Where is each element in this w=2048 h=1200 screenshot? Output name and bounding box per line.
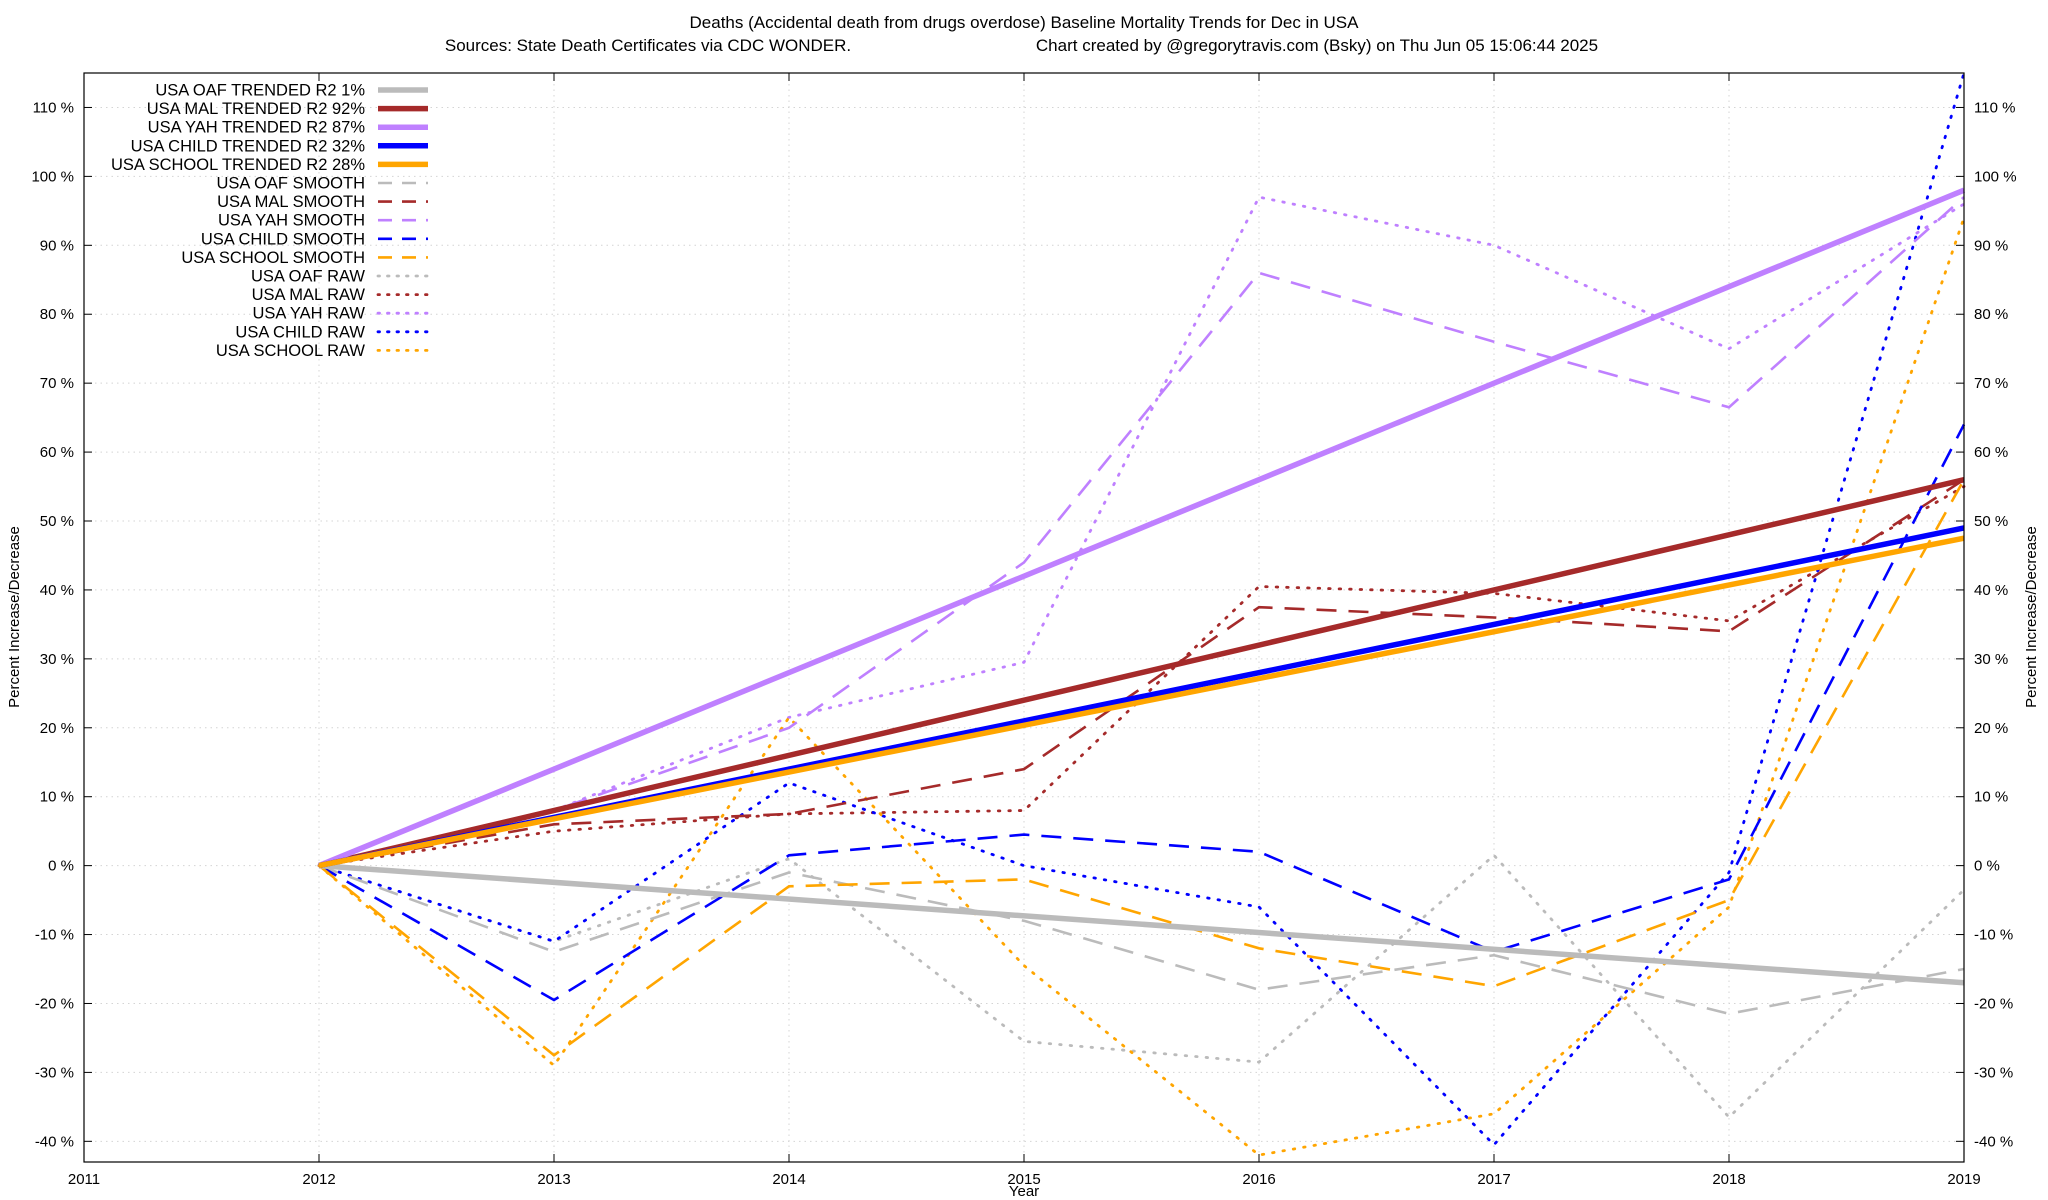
series-line-child-smooth (318, 423, 1966, 1002)
axis-ticks: 2011 2012 2013 2014 2015 2016 2017 2018 2019 -40 … (31, 73, 2017, 1188)
y-tick-label-right: 60 % (1974, 444, 2008, 461)
y-tick-label-right: 50 % (1974, 513, 2008, 530)
x-tick-label: 2015 (1007, 1171, 1040, 1188)
y-tick-label-right: 0 % (1974, 858, 2000, 875)
series-line-yah-raw (317, 195, 1966, 867)
legend-label: USA CHILD SMOOTH (201, 230, 365, 248)
y-tick-label-right: 90 % (1974, 237, 2008, 254)
x-tick-label: 2016 (1242, 1171, 1275, 1188)
y-tick-label-right: 110 % (1974, 99, 2015, 116)
series-line-yah-smooth (318, 196, 1965, 867)
legend-label: USA MAL RAW (252, 286, 366, 304)
legend-label: USA MAL TRENDED R2 92% (147, 100, 366, 118)
y-tick-label-left: -20 % (35, 995, 74, 1012)
legend-label: USA YAH SMOOTH (218, 212, 365, 230)
legend-label: USA CHILD TRENDED R2 32% (131, 137, 366, 155)
chart-subtitle-right: Chart created by @gregorytravis.com (Bsk… (1036, 36, 1598, 55)
chart-subtitle-left: Sources: State Death Certificates via CD… (445, 36, 851, 55)
chart-title: Deaths (Accidental death from drugs over… (690, 13, 1360, 32)
legend-label: USA OAF TRENDED R2 1% (155, 82, 365, 100)
legend: USA OAF TRENDED R2 1%USA MAL TRENDED R2 … (111, 82, 430, 360)
legend-label: USA CHILD RAW (235, 323, 365, 341)
y-tick-label-left: 20 % (40, 720, 74, 737)
x-tick-label: 2018 (1712, 1171, 1745, 1188)
series-line-school-raw (317, 216, 1966, 1157)
x-tick-label: 2012 (302, 1171, 335, 1188)
y-tick-label-left: 0 % (48, 858, 74, 875)
legend-label: USA YAH RAW (253, 305, 366, 323)
x-tick-label: 2017 (1477, 1171, 1510, 1188)
y-axis-label-right: Percent Increase/Decrease (2023, 526, 2040, 708)
series-line-oaf-smooth (318, 864, 1965, 1016)
plot-series (317, 71, 1966, 1157)
y-axis-label-left: Percent Increase/Decrease (6, 526, 23, 708)
y-tick-label-left: 60 % (40, 444, 74, 461)
x-axis-label: Year (1009, 1183, 1039, 1200)
x-tick-label: 2011 (68, 1171, 100, 1188)
legend-label: USA SCHOOL TRENDED R2 28% (111, 156, 365, 174)
x-tick-label: 2019 (1947, 1171, 1980, 1188)
y-tick-label-right: 70 % (1974, 375, 2008, 392)
legend-label: USA SCHOOL SMOOTH (181, 249, 365, 267)
legend-label: USA OAF SMOOTH (216, 175, 365, 193)
y-tick-label-left: -30 % (35, 1064, 74, 1081)
legend-label: USA OAF RAW (251, 268, 365, 286)
y-tick-label-left: 100 % (31, 168, 74, 185)
series-line-yah-trend (317, 187, 1966, 869)
series-line-mal-trend (318, 477, 1965, 869)
y-tick-label-right: -40 % (1974, 1133, 2013, 1150)
x-tick-label: 2013 (537, 1171, 570, 1188)
y-tick-label-right: 30 % (1974, 651, 2008, 668)
y-tick-label-right: 20 % (1974, 720, 2008, 737)
x-tick-label: 2014 (772, 1171, 805, 1188)
series-line-school-smooth (318, 479, 1966, 1057)
y-tick-label-right: 10 % (1974, 789, 2008, 806)
grid (83, 73, 1965, 1162)
legend-label: USA YAH TRENDED R2 87% (148, 119, 366, 137)
y-tick-label-right: -10 % (1974, 927, 2013, 944)
y-tick-label-right: 100 % (1974, 168, 2017, 185)
legend-label: USA SCHOOL RAW (216, 342, 366, 360)
y-tick-label-right: 80 % (1974, 306, 2008, 323)
y-tick-label-left: -40 % (35, 1133, 74, 1150)
y-tick-label-left: -10 % (35, 927, 74, 944)
y-tick-label-left: 10 % (40, 789, 74, 806)
y-tick-label-left: 30 % (40, 651, 74, 668)
series-line-child-raw (317, 71, 1966, 1147)
y-tick-label-left: 40 % (40, 582, 74, 599)
y-tick-label-right: 40 % (1974, 582, 2008, 599)
series-line-oaf-raw (317, 853, 1966, 1120)
series-line-school-trend (318, 535, 1965, 869)
legend-label: USA MAL SMOOTH (217, 193, 365, 211)
y-tick-label-left: 110 % (33, 99, 74, 116)
y-tick-label-left: 70 % (40, 375, 74, 392)
y-tick-label-left: 80 % (40, 306, 74, 323)
y-tick-label-right: -20 % (1974, 995, 2013, 1012)
y-tick-label-right: -30 % (1974, 1064, 2013, 1081)
series-line-oaf-trend (318, 862, 1965, 986)
y-tick-label-left: 90 % (40, 237, 74, 254)
y-tick-label-left: 50 % (40, 513, 74, 530)
